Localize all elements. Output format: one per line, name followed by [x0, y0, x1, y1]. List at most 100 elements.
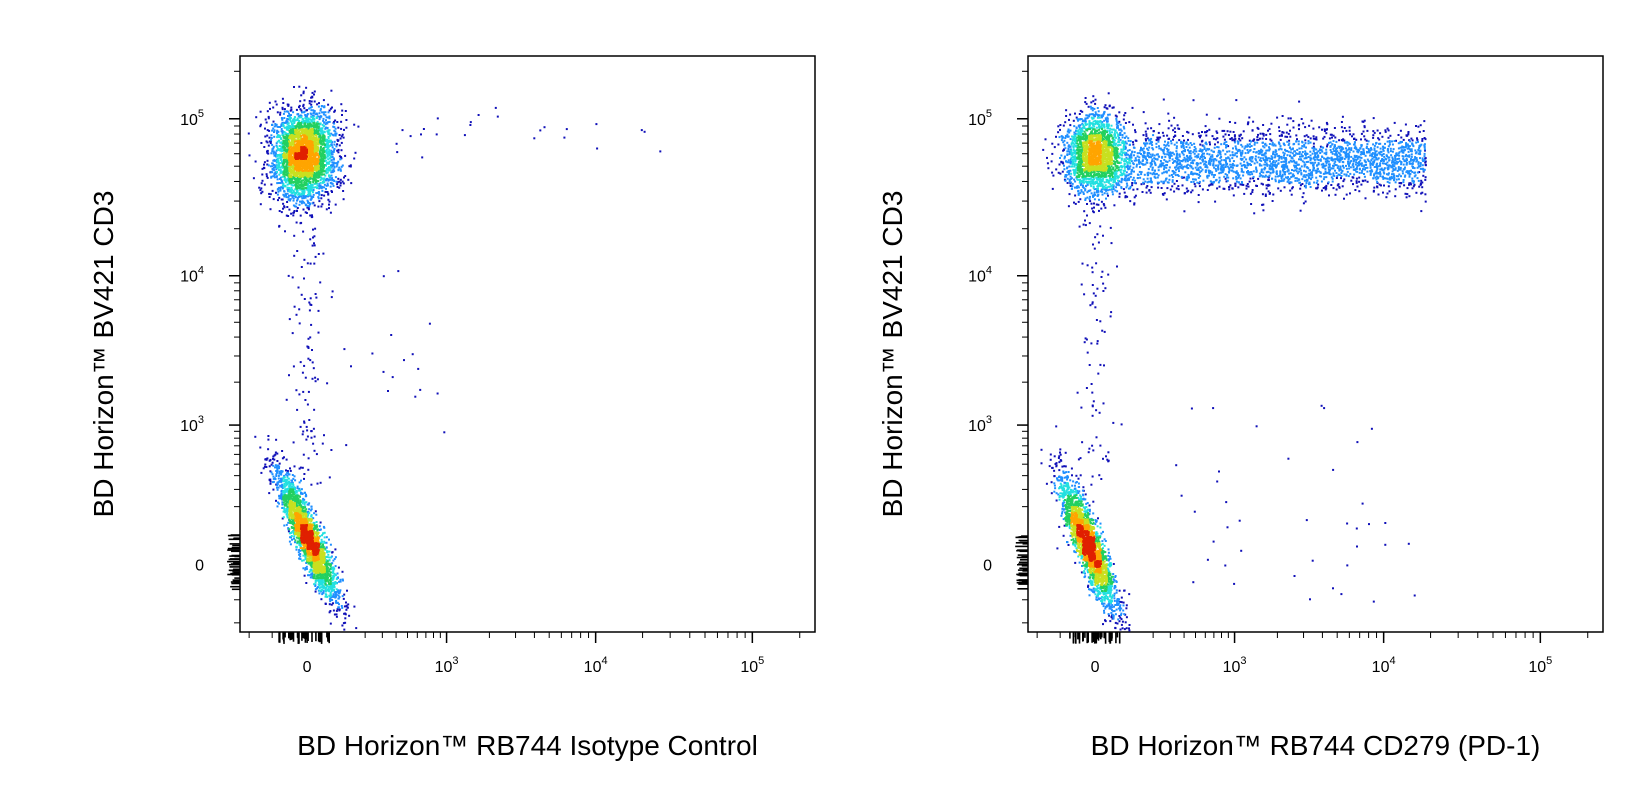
data-point	[335, 588, 338, 591]
data-point	[327, 169, 330, 172]
data-point	[308, 100, 311, 102]
data-point	[283, 141, 285, 144]
data-point	[420, 133, 422, 136]
data-point	[268, 465, 271, 468]
data-point	[274, 152, 277, 155]
data-point	[312, 126, 315, 129]
data-point	[326, 191, 329, 193]
data-point	[317, 571, 320, 574]
data-point	[291, 141, 294, 144]
data-point	[310, 549, 313, 552]
data-point	[287, 494, 289, 497]
data-point	[312, 186, 315, 189]
data-point	[314, 588, 317, 591]
data-point	[334, 127, 337, 130]
data-point	[325, 187, 327, 190]
data-point	[308, 148, 311, 151]
data-point	[310, 569, 313, 572]
data-point	[288, 512, 291, 515]
data-point	[348, 165, 351, 168]
data-point	[327, 111, 330, 114]
data-point	[306, 186, 309, 189]
data-point	[307, 187, 310, 190]
data-point	[287, 118, 290, 121]
data-point	[285, 214, 288, 217]
data-point	[286, 183, 289, 186]
data-point	[272, 120, 275, 123]
data-point	[327, 198, 330, 201]
data-point	[347, 603, 350, 606]
data-point	[284, 165, 287, 168]
data-point	[283, 206, 286, 209]
data-point	[306, 121, 309, 124]
data-point	[298, 116, 301, 119]
data-point	[297, 534, 300, 537]
data-point	[293, 126, 296, 128]
data-point	[307, 144, 310, 147]
data-point	[302, 230, 305, 233]
data-point	[276, 134, 279, 137]
data-point	[299, 186, 302, 189]
data-point	[344, 617, 347, 620]
data-point	[312, 181, 315, 184]
data-point	[302, 92, 305, 95]
data-point	[281, 187, 284, 190]
data-point	[329, 134, 332, 137]
data-point	[288, 516, 291, 519]
data-point	[326, 151, 329, 154]
data-point	[331, 191, 333, 193]
data-point	[311, 572, 314, 575]
data-point	[285, 504, 288, 507]
data-point	[322, 575, 325, 578]
data-point	[325, 593, 328, 596]
data-point	[288, 155, 291, 158]
data-point	[332, 602, 334, 605]
data-point	[284, 171, 287, 174]
data-point	[323, 194, 326, 197]
data-point	[326, 130, 329, 133]
data-point	[275, 149, 278, 152]
data-point	[315, 160, 318, 163]
data-point	[311, 184, 314, 187]
data-point	[317, 569, 320, 572]
data-point	[298, 508, 301, 511]
data-point	[282, 501, 285, 504]
data-point	[318, 173, 321, 176]
data-point	[310, 430, 313, 433]
data-point	[271, 143, 274, 146]
data-point	[313, 140, 316, 142]
data-point	[284, 230, 286, 233]
data-point	[318, 182, 321, 185]
data-point	[261, 179, 264, 182]
data-point	[306, 114, 309, 117]
data-point	[299, 505, 302, 507]
data-point	[298, 531, 301, 534]
data-point	[273, 454, 276, 457]
data-point	[284, 181, 287, 184]
data-point	[315, 131, 318, 134]
data-point	[269, 142, 272, 145]
data-point	[296, 136, 299, 139]
data-point	[298, 143, 301, 146]
data-point	[341, 595, 344, 598]
data-point	[321, 127, 324, 130]
data-point	[329, 580, 332, 583]
data-point	[299, 100, 302, 103]
data-point	[302, 184, 305, 187]
data-point	[263, 163, 265, 166]
data-point	[329, 166, 332, 169]
data-point	[318, 563, 320, 566]
data-point	[301, 197, 304, 200]
data-point	[289, 150, 292, 153]
data-point	[274, 464, 277, 467]
data-point	[317, 331, 320, 334]
data-point	[319, 146, 322, 148]
data-point	[317, 140, 320, 143]
data-point	[422, 128, 425, 130]
data-point	[318, 102, 320, 105]
data-point	[300, 512, 303, 515]
data-point	[303, 491, 306, 494]
data-point	[327, 116, 329, 119]
data-point	[300, 143, 303, 146]
data-point	[294, 491, 297, 494]
